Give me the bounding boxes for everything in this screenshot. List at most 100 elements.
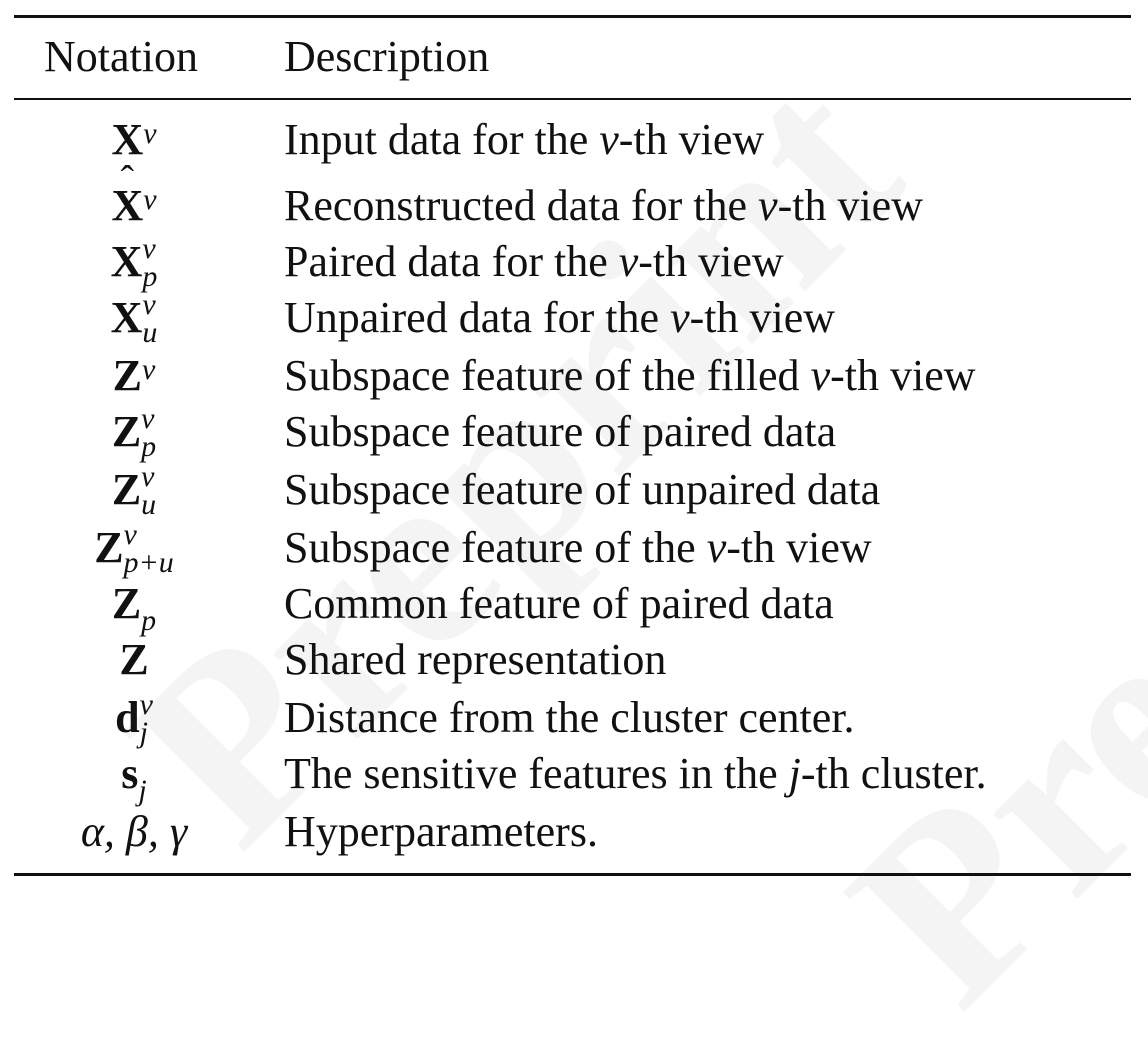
description-text: Distance from the cluster center. [284, 693, 855, 742]
description-text: Paired data for the [284, 237, 619, 286]
notation-description: Paired data for the v-th view [284, 234, 784, 290]
notation-description: The sensitive features in the j-th clust… [284, 746, 987, 802]
notation-symbol: Xv [20, 112, 248, 168]
notation-symbol: Zp [20, 576, 248, 637]
description-text: -th view [618, 115, 765, 164]
description-math-variable: v [758, 181, 778, 230]
superscript: v [123, 517, 137, 551]
description-text: -th view [726, 523, 872, 572]
description-math-variable: v [810, 351, 831, 400]
notation-description: Subspace feature of unpaired data [284, 462, 880, 518]
subscript: p [141, 429, 157, 463]
description-math-variable: v [670, 293, 690, 342]
notation-description: Distance from the cluster center. [284, 690, 855, 746]
description-text: -th view [689, 293, 835, 342]
notation-symbol: α, β, γ [20, 804, 248, 860]
notation-description: Common feature of paired data [284, 576, 834, 632]
superscript: v [142, 353, 156, 386]
subscript: p [141, 604, 157, 637]
superscript: v [139, 687, 153, 721]
notation-description: Subspace feature of paired data [284, 404, 836, 460]
symbol-base: X [110, 293, 143, 342]
superscript: v [141, 401, 155, 435]
superscript: v [143, 117, 157, 150]
table-row: X ˆ v Reconstructed data for the v-th view [0, 160, 1148, 234]
description-text: Hyperparameters. [284, 807, 598, 856]
superscript: v [143, 183, 157, 216]
notation-description: Unpaired data for the v-th view [284, 290, 835, 346]
description-text: Shared representation [284, 635, 667, 684]
symbol-base: X [110, 237, 143, 286]
description-math-variable: j [788, 749, 801, 798]
notation-description: Shared representation [284, 632, 666, 688]
description-text: Reconstructed data for the [284, 181, 759, 230]
symbol-base: Z [119, 635, 149, 684]
symbol-base: Z [94, 523, 124, 572]
notation-symbol: Zv [20, 348, 248, 404]
symbol-base: X [111, 181, 144, 230]
subscript: j [138, 774, 147, 807]
table-row: Z Shared representation [0, 632, 1148, 688]
table-row: Zp Common feature of paired data [0, 576, 1148, 637]
subscript: p [142, 259, 158, 293]
subscript: p+u [123, 545, 174, 579]
notation-description: Reconstructed data for the v-th view [284, 178, 923, 234]
symbol-base: d [115, 693, 140, 742]
description-text: Common feature of paired data [284, 579, 834, 628]
description-text: Subspace feature of unpaired data [284, 465, 881, 514]
symbol-base: s [121, 749, 139, 798]
symbol-base: Z [111, 465, 142, 514]
subscript: u [142, 315, 158, 349]
description-math-variable: v [618, 237, 639, 286]
symbol-base: Z [112, 351, 143, 400]
description-text: Subspace feature of paired data [284, 407, 837, 456]
subscript: u [141, 487, 157, 521]
table-row: α, β, γ Hyperparameters. [0, 804, 1148, 860]
symbol-base: Z [111, 579, 142, 628]
header-description: Description [284, 32, 490, 81]
superscript: v [142, 287, 156, 321]
description-text: -th cluster. [800, 749, 987, 798]
table-row: sj The sensitive features in the j-th clu… [0, 746, 1148, 807]
top-rule [14, 15, 1131, 18]
description-math-variable: v [706, 523, 727, 572]
symbol-base: X [111, 115, 144, 164]
table-row: Zv Subspace feature of the filled v-th vi… [0, 348, 1148, 404]
notation-description: Input data for the v-th view [284, 112, 764, 168]
notation-description: Subspace feature of the v-th view [284, 520, 872, 576]
description-text: Subspace feature of the [284, 523, 707, 572]
superscript: v [142, 231, 156, 265]
description-text: Input data for the [284, 115, 600, 164]
subscript: j [139, 715, 148, 749]
description-text: -th view [638, 237, 784, 286]
notation-symbol: Z [20, 632, 248, 688]
table-row: d v j Distance from the cluster center. [0, 687, 1148, 749]
notation-symbol: sj [20, 746, 248, 807]
symbol-base: Z [111, 407, 142, 456]
hat-accent: ˆ [120, 157, 134, 202]
description-text: The sensitive features in the [284, 749, 789, 798]
mid-rule [14, 98, 1131, 100]
description-text: Subspace feature of the filled [284, 351, 811, 400]
description-text: -th view [830, 351, 976, 400]
symbol-base: α, β, γ [80, 807, 188, 856]
notation-description: Hyperparameters. [284, 804, 598, 860]
table-row: Xv Input data for the v-th view [0, 112, 1148, 168]
